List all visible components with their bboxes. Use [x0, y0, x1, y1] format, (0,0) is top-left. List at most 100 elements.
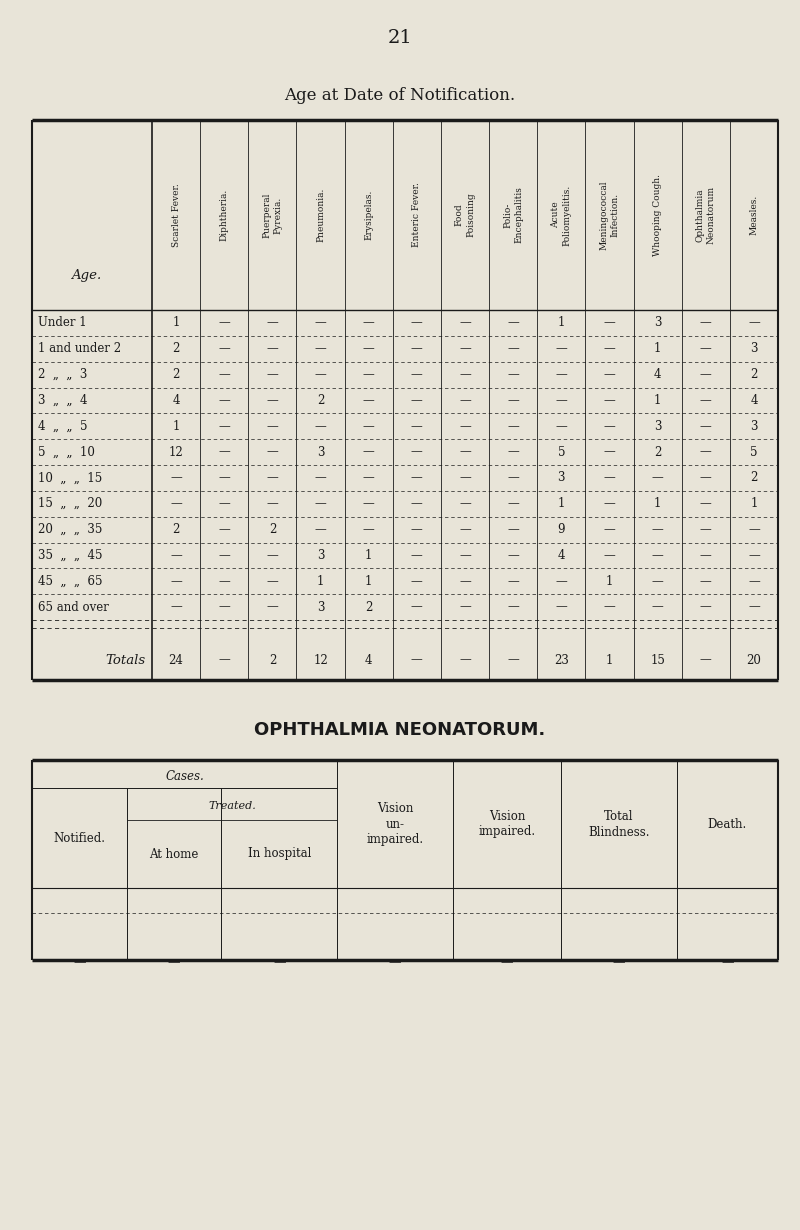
Text: —: — — [459, 471, 471, 485]
Text: —: — — [218, 549, 230, 562]
Text: 1: 1 — [172, 419, 180, 433]
Text: —: — — [459, 574, 471, 588]
Text: 2: 2 — [172, 523, 180, 536]
Text: —: — — [266, 471, 278, 485]
Text: —: — — [507, 368, 519, 381]
Text: —: — — [748, 549, 760, 562]
Text: —: — — [507, 419, 519, 433]
Text: 1: 1 — [365, 574, 372, 588]
Text: —: — — [507, 523, 519, 536]
Text: Total
Blindness.: Total Blindness. — [588, 809, 650, 839]
Text: —: — — [507, 342, 519, 355]
Text: 1: 1 — [654, 342, 662, 355]
Text: —: — — [363, 368, 374, 381]
Text: Scarlet Fever.: Scarlet Fever. — [171, 183, 181, 247]
Text: —: — — [459, 342, 471, 355]
Text: —: — — [507, 316, 519, 330]
Text: —: — — [507, 445, 519, 459]
Text: 3: 3 — [750, 342, 758, 355]
Text: —: — — [459, 316, 471, 330]
Text: 21: 21 — [388, 30, 412, 47]
Text: 2: 2 — [269, 653, 276, 667]
Text: —: — — [603, 471, 615, 485]
Text: —: — — [700, 342, 712, 355]
Text: —: — — [603, 316, 615, 330]
Text: Vision
un-
impaired.: Vision un- impaired. — [366, 802, 423, 846]
Text: —: — — [411, 523, 422, 536]
Text: —: — — [73, 957, 86, 969]
Text: —: — — [652, 549, 663, 562]
Text: —: — — [266, 549, 278, 562]
Text: Puerperal
Pyrexia.: Puerperal Pyrexia. — [262, 192, 282, 237]
Text: —: — — [700, 368, 712, 381]
Text: 3: 3 — [750, 419, 758, 433]
Text: —: — — [314, 471, 326, 485]
Text: —: — — [652, 471, 663, 485]
Text: Death.: Death. — [708, 818, 747, 830]
Text: Pneumonia.: Pneumonia. — [316, 188, 325, 242]
Text: 23: 23 — [554, 653, 569, 667]
Text: —: — — [555, 394, 567, 407]
Text: —: — — [459, 549, 471, 562]
Text: 2: 2 — [317, 394, 324, 407]
Text: 1 and under 2: 1 and under 2 — [38, 342, 121, 355]
Text: —: — — [507, 497, 519, 510]
Text: —: — — [363, 471, 374, 485]
Text: 10  „  „  15: 10 „ „ 15 — [38, 471, 102, 485]
Text: Meningococcal
Infection.: Meningococcal Infection. — [599, 181, 619, 250]
Text: 2: 2 — [750, 471, 758, 485]
Text: Ophthalmia
Neonatorum: Ophthalmia Neonatorum — [696, 186, 716, 244]
Text: Under 1: Under 1 — [38, 316, 86, 330]
Text: At home: At home — [150, 847, 199, 861]
Text: —: — — [218, 574, 230, 588]
Text: —: — — [700, 445, 712, 459]
Text: —: — — [411, 419, 422, 433]
Text: 1: 1 — [558, 497, 565, 510]
Text: Erysipelas.: Erysipelas. — [364, 189, 373, 240]
Text: —: — — [603, 342, 615, 355]
Text: —: — — [363, 419, 374, 433]
Text: 4: 4 — [365, 653, 373, 667]
Text: 3: 3 — [317, 549, 324, 562]
Text: —: — — [218, 471, 230, 485]
Text: —: — — [613, 957, 625, 969]
Text: —: — — [700, 316, 712, 330]
Text: Food
Poisoning: Food Poisoning — [455, 193, 475, 237]
Text: —: — — [218, 368, 230, 381]
Text: —: — — [459, 497, 471, 510]
Text: OPHTHALMIA NEONATORUM.: OPHTHALMIA NEONATORUM. — [254, 721, 546, 739]
Text: —: — — [411, 394, 422, 407]
Text: —: — — [459, 445, 471, 459]
Text: 4  „  „  5: 4 „ „ 5 — [38, 419, 87, 433]
Text: —: — — [314, 342, 326, 355]
Text: 2: 2 — [365, 600, 372, 614]
Text: 5: 5 — [558, 445, 565, 459]
Text: Age at Date of Notification.: Age at Date of Notification. — [285, 86, 515, 103]
Text: Treated.: Treated. — [208, 801, 256, 811]
Text: 3: 3 — [317, 445, 324, 459]
Text: —: — — [266, 394, 278, 407]
Text: —: — — [168, 957, 180, 969]
Text: 1: 1 — [606, 653, 613, 667]
Text: —: — — [314, 523, 326, 536]
Text: 3  „  „  4: 3 „ „ 4 — [38, 394, 87, 407]
Text: —: — — [459, 368, 471, 381]
Text: —: — — [459, 419, 471, 433]
Text: 1: 1 — [606, 574, 613, 588]
Text: —: — — [218, 523, 230, 536]
Text: —: — — [411, 342, 422, 355]
Text: Cases.: Cases. — [165, 770, 204, 784]
Text: —: — — [411, 574, 422, 588]
Text: —: — — [170, 549, 182, 562]
Text: —: — — [603, 419, 615, 433]
Text: 12: 12 — [313, 653, 328, 667]
Text: —: — — [700, 653, 712, 667]
Text: Diphtheria.: Diphtheria. — [220, 189, 229, 241]
Text: 2  „  „  3: 2 „ „ 3 — [38, 368, 87, 381]
Text: In hospital: In hospital — [248, 847, 311, 861]
Text: —: — — [363, 497, 374, 510]
Text: —: — — [603, 600, 615, 614]
Text: —: — — [507, 549, 519, 562]
Text: —: — — [700, 523, 712, 536]
Text: —: — — [363, 394, 374, 407]
